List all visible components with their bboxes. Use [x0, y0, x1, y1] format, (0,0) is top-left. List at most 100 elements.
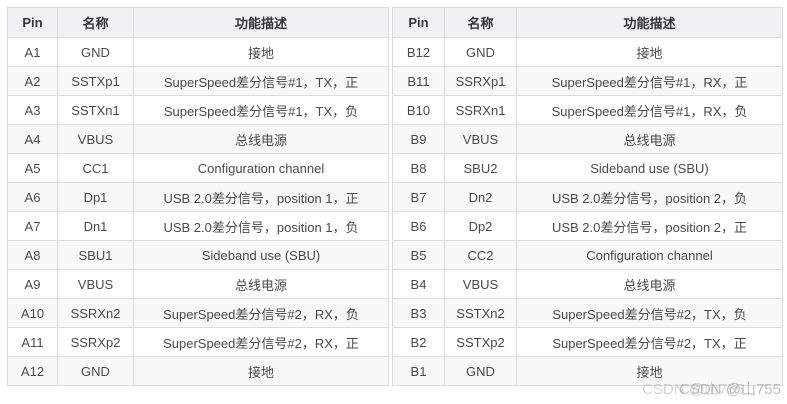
- header-row: Pin 名称 功能描述: [7, 7, 389, 38]
- name-cell: GND: [444, 37, 517, 67]
- desc-cell: USB 2.0差分信号，position 1，负: [133, 211, 389, 241]
- desc-cell: USB 2.0差分信号，position 2，负: [516, 182, 783, 212]
- desc-cell: 总线电源: [516, 269, 783, 299]
- desc-cell: Sideband use (SBU): [516, 153, 783, 183]
- pin-cell: A8: [7, 240, 58, 270]
- pin-cell: B12: [392, 37, 445, 67]
- name-cell: SSRXn2: [57, 298, 134, 328]
- table-row: A2 SSTXp1 SuperSpeed差分信号#1，TX，正: [7, 66, 389, 96]
- name-cell: SSTXn2: [444, 298, 517, 328]
- name-cell: CC1: [57, 153, 134, 183]
- name-cell: SBU2: [444, 153, 517, 183]
- column-header: Pin: [392, 7, 445, 38]
- table-row: B2 SSTXp2 SuperSpeed差分信号#2，TX，正: [392, 327, 783, 357]
- pin-cell: B11: [392, 66, 445, 96]
- table-row: B10 SSRXn1 SuperSpeed差分信号#1，RX，负: [392, 95, 783, 125]
- desc-cell: SuperSpeed差分信号#2，RX，正: [133, 327, 389, 357]
- table-row: A3 SSTXn1 SuperSpeed差分信号#1，TX，负: [7, 95, 389, 125]
- name-cell: SSRXp1: [444, 66, 517, 96]
- name-cell: GND: [57, 37, 134, 67]
- table-row: B11 SSRXp1 SuperSpeed差分信号#1，RX，正: [392, 66, 783, 96]
- desc-cell: Sideband use (SBU): [133, 240, 389, 270]
- desc-cell: 接地: [516, 356, 783, 386]
- desc-cell: 总线电源: [133, 124, 389, 154]
- desc-cell: USB 2.0差分信号，position 2，正: [516, 211, 783, 241]
- name-cell: SSTXp1: [57, 66, 134, 96]
- pin-cell: B10: [392, 95, 445, 125]
- table-b-header: Pin 名称 功能描述: [392, 7, 783, 38]
- table-row: A7 Dn1 USB 2.0差分信号，position 1，负: [7, 211, 389, 241]
- name-cell: VBUS: [444, 124, 517, 154]
- name-cell: VBUS: [57, 124, 134, 154]
- table-row: A5 CC1 Configuration channel: [7, 153, 389, 183]
- pin-cell: B8: [392, 153, 445, 183]
- table-row: B3 SSTXn2 SuperSpeed差分信号#2，TX，负: [392, 298, 783, 328]
- pin-cell: A12: [7, 356, 58, 386]
- desc-cell: 总线电源: [516, 124, 783, 154]
- desc-cell: Configuration channel: [516, 240, 783, 270]
- pin-cell: A6: [7, 182, 58, 212]
- column-header: 名称: [57, 7, 134, 38]
- table-row: B8 SBU2 Sideband use (SBU): [392, 153, 783, 183]
- name-cell: CC2: [444, 240, 517, 270]
- name-cell: GND: [444, 356, 517, 386]
- pin-table-a: Pin 名称 功能描述 A1 GND 接地 A2 SSTXp1 SuperSpeed差分信号#…: [7, 7, 389, 386]
- pin-cell: B7: [392, 182, 445, 212]
- pin-cell: A7: [7, 211, 58, 241]
- name-cell: SSRXn1: [444, 95, 517, 125]
- name-cell: Dn1: [57, 211, 134, 241]
- desc-cell: Configuration channel: [133, 153, 389, 183]
- desc-cell: SuperSpeed差分信号#1，RX，负: [516, 95, 783, 125]
- table-row: B6 Dp2 USB 2.0差分信号，position 2，正: [392, 211, 783, 241]
- table-row: B1 GND 接地: [392, 356, 783, 386]
- pin-cell: A11: [7, 327, 58, 357]
- pin-cell: A4: [7, 124, 58, 154]
- pin-cell: B1: [392, 356, 445, 386]
- pin-cell: B6: [392, 211, 445, 241]
- pin-cell: A5: [7, 153, 58, 183]
- desc-cell: SuperSpeed差分信号#1，TX，负: [133, 95, 389, 125]
- pin-cell: B5: [392, 240, 445, 270]
- table-row: A11 SSRXp2 SuperSpeed差分信号#2，RX，正: [7, 327, 389, 357]
- pin-cell: A1: [7, 37, 58, 67]
- desc-cell: SuperSpeed差分信号#2，TX，正: [516, 327, 783, 357]
- desc-cell: 总线电源: [133, 269, 389, 299]
- table-b-body: B12 GND 接地 B11 SSRXp1 SuperSpeed差分信号#1，RX，正 B1…: [392, 37, 783, 386]
- table-row: A6 Dp1 USB 2.0差分信号，position 1，正: [7, 182, 389, 212]
- name-cell: SBU1: [57, 240, 134, 270]
- desc-cell: 接地: [516, 37, 783, 67]
- table-row: A9 VBUS 总线电源: [7, 269, 389, 299]
- table-a-header: Pin 名称 功能描述: [7, 7, 389, 38]
- pin-cell: B3: [392, 298, 445, 328]
- table-row: A12 GND 接地: [7, 356, 389, 386]
- name-cell: VBUS: [444, 269, 517, 299]
- name-cell: VBUS: [57, 269, 134, 299]
- name-cell: SSTXp2: [444, 327, 517, 357]
- pin-cell: B4: [392, 269, 445, 299]
- table-row: A10 SSRXn2 SuperSpeed差分信号#2，RX，负: [7, 298, 389, 328]
- name-cell: SSTXn1: [57, 95, 134, 125]
- table-row: B12 GND 接地: [392, 37, 783, 67]
- pin-cell: A3: [7, 95, 58, 125]
- pin-cell: B9: [392, 124, 445, 154]
- table-row: A1 GND 接地: [7, 37, 389, 67]
- desc-cell: 接地: [133, 37, 389, 67]
- desc-cell: SuperSpeed差分信号#2，TX，负: [516, 298, 783, 328]
- table-row: B9 VBUS 总线电源: [392, 124, 783, 154]
- pin-cell: A9: [7, 269, 58, 299]
- header-row: Pin 名称 功能描述: [392, 7, 783, 38]
- name-cell: Dn2: [444, 182, 517, 212]
- name-cell: GND: [57, 356, 134, 386]
- table-row: B4 VBUS 总线电源: [392, 269, 783, 299]
- pin-definition-tables: Pin 名称 功能描述 A1 GND 接地 A2 SSTXp1 SuperSpeed差分信号#…: [7, 7, 783, 386]
- column-header: 名称: [444, 7, 517, 38]
- table-row: A4 VBUS 总线电源: [7, 124, 389, 154]
- desc-cell: SuperSpeed差分信号#1，RX，正: [516, 66, 783, 96]
- column-header: Pin: [7, 7, 58, 38]
- name-cell: SSRXp2: [57, 327, 134, 357]
- name-cell: Dp1: [57, 182, 134, 212]
- desc-cell: SuperSpeed差分信号#1，TX，正: [133, 66, 389, 96]
- desc-cell: USB 2.0差分信号，position 1，正: [133, 182, 389, 212]
- name-cell: Dp2: [444, 211, 517, 241]
- table-row: A8 SBU1 Sideband use (SBU): [7, 240, 389, 270]
